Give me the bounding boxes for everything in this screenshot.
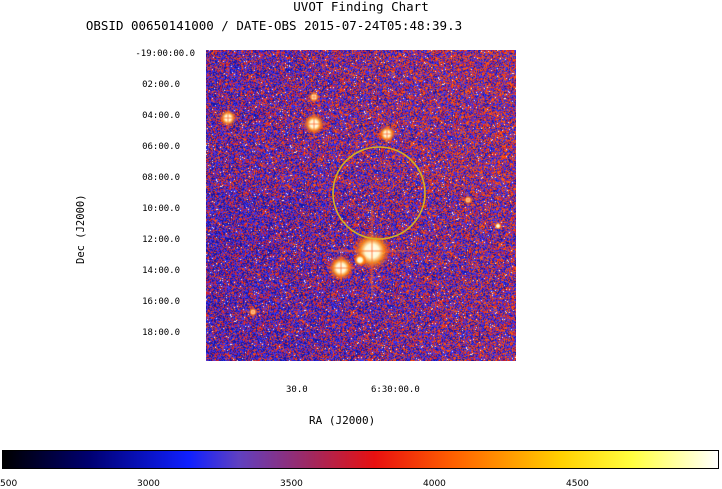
colorbar [2, 450, 719, 469]
colorbar-tick: 3500 [280, 479, 303, 489]
chart-title: UVOT Finding Chart [293, 0, 429, 14]
dec-tick-label: 18:00.0 [142, 328, 180, 338]
ra-tick-label: 6:30:00.0 [371, 385, 420, 395]
dec-tick-label: 08:00.0 [142, 173, 180, 183]
source-region-circle [332, 146, 426, 240]
x-axis-label: RA (J2000) [309, 414, 376, 427]
dec-tick-label: -19:00:00.0 [135, 49, 195, 59]
colorbar-tick: 4000 [423, 479, 446, 489]
colorbar-tick: 3000 [137, 479, 160, 489]
sky-image-canvas [206, 50, 516, 361]
dec-tick-label: 16:00.0 [142, 297, 180, 307]
sky-image [206, 50, 516, 361]
dec-tick-label: 10:00.0 [142, 204, 180, 214]
dec-tick-label: 06:00.0 [142, 142, 180, 152]
dec-tick-label: 14:00.0 [142, 266, 180, 276]
colorbar-tick: 4500 [566, 479, 589, 489]
observation-subtitle: OBSID 00650141000 / DATE-OBS 2015-07-24T… [85, 18, 463, 33]
overlay-layer [332, 146, 426, 240]
dec-tick-label: 12:00.0 [142, 235, 180, 245]
dec-tick-label: 02:00.0 [142, 80, 180, 90]
colorbar-tick: 500 [0, 479, 18, 489]
dec-tick-label: 04:00.0 [142, 111, 180, 121]
ra-tick-label: 30.0 [286, 385, 308, 395]
